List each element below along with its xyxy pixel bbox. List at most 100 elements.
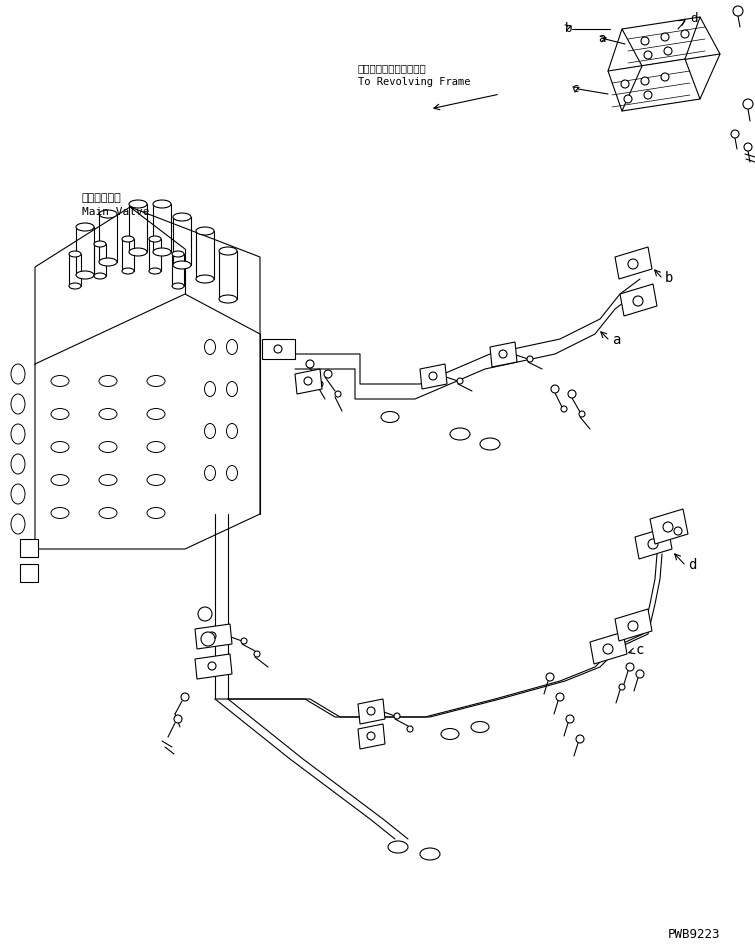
Circle shape (407, 726, 413, 732)
Polygon shape (650, 509, 688, 545)
Ellipse shape (99, 259, 117, 267)
Circle shape (661, 34, 669, 42)
Circle shape (568, 390, 576, 399)
Ellipse shape (76, 224, 94, 231)
Circle shape (561, 407, 567, 412)
Ellipse shape (471, 722, 489, 733)
Ellipse shape (99, 210, 117, 219)
Circle shape (619, 684, 625, 690)
Circle shape (626, 664, 634, 671)
Circle shape (201, 632, 215, 646)
Ellipse shape (147, 376, 165, 387)
Ellipse shape (11, 514, 25, 534)
Ellipse shape (441, 728, 459, 740)
Ellipse shape (51, 409, 69, 420)
Polygon shape (615, 248, 652, 280)
Circle shape (628, 260, 638, 269)
Ellipse shape (226, 424, 238, 439)
Text: b: b (665, 270, 673, 285)
Circle shape (674, 527, 682, 535)
Polygon shape (358, 700, 385, 724)
Polygon shape (195, 625, 232, 649)
Text: a: a (598, 31, 606, 45)
Polygon shape (295, 369, 322, 394)
Polygon shape (358, 724, 385, 749)
Circle shape (457, 379, 463, 385)
Polygon shape (620, 285, 657, 317)
Polygon shape (490, 343, 517, 367)
Circle shape (527, 357, 533, 363)
FancyBboxPatch shape (20, 565, 38, 583)
Circle shape (603, 645, 613, 654)
Text: To Revolving Frame: To Revolving Frame (358, 77, 470, 87)
Circle shape (648, 540, 658, 549)
Circle shape (556, 693, 564, 702)
Ellipse shape (196, 228, 214, 236)
Circle shape (367, 707, 375, 715)
Circle shape (551, 386, 559, 393)
Circle shape (274, 346, 282, 353)
Circle shape (394, 713, 400, 720)
Ellipse shape (219, 248, 237, 256)
Ellipse shape (173, 214, 191, 222)
Circle shape (174, 715, 182, 724)
Polygon shape (420, 365, 447, 389)
Ellipse shape (129, 248, 147, 257)
Ellipse shape (381, 412, 399, 423)
Ellipse shape (11, 365, 25, 385)
Ellipse shape (173, 262, 191, 269)
Polygon shape (635, 527, 672, 560)
Ellipse shape (226, 340, 238, 355)
Circle shape (641, 78, 649, 86)
Ellipse shape (11, 425, 25, 445)
Ellipse shape (69, 284, 81, 289)
Circle shape (621, 81, 629, 89)
Ellipse shape (122, 268, 134, 275)
Circle shape (661, 74, 669, 82)
Circle shape (644, 92, 652, 100)
Circle shape (744, 144, 752, 151)
Ellipse shape (51, 475, 69, 486)
Ellipse shape (205, 466, 215, 481)
Circle shape (628, 622, 638, 631)
Ellipse shape (196, 276, 214, 284)
Text: a: a (612, 332, 621, 347)
Ellipse shape (94, 242, 106, 248)
Ellipse shape (11, 454, 25, 474)
Circle shape (317, 382, 323, 387)
Circle shape (429, 372, 437, 381)
Circle shape (731, 130, 739, 139)
Ellipse shape (147, 409, 165, 420)
Ellipse shape (147, 508, 165, 519)
Ellipse shape (226, 466, 238, 481)
Circle shape (681, 31, 689, 39)
Circle shape (566, 715, 574, 724)
Ellipse shape (205, 340, 215, 355)
Ellipse shape (172, 284, 184, 289)
Text: メインバルブ: メインバルブ (82, 193, 122, 203)
Text: c: c (572, 82, 580, 94)
Ellipse shape (153, 248, 171, 257)
Ellipse shape (388, 842, 408, 853)
Circle shape (181, 693, 189, 702)
Ellipse shape (450, 428, 470, 441)
Text: b: b (565, 22, 572, 34)
Circle shape (641, 38, 649, 46)
Circle shape (367, 732, 375, 741)
Circle shape (644, 52, 652, 60)
Circle shape (636, 670, 644, 678)
Circle shape (241, 639, 247, 645)
Text: c: c (636, 643, 644, 656)
Circle shape (499, 350, 507, 359)
Ellipse shape (219, 296, 237, 304)
FancyBboxPatch shape (20, 540, 38, 558)
Circle shape (304, 378, 312, 386)
Text: d: d (688, 558, 696, 571)
Ellipse shape (99, 409, 117, 420)
Circle shape (254, 651, 260, 657)
Ellipse shape (122, 237, 134, 243)
Text: PWB9223: PWB9223 (668, 927, 720, 941)
Ellipse shape (11, 485, 25, 505)
Ellipse shape (420, 848, 440, 860)
Circle shape (733, 7, 743, 17)
